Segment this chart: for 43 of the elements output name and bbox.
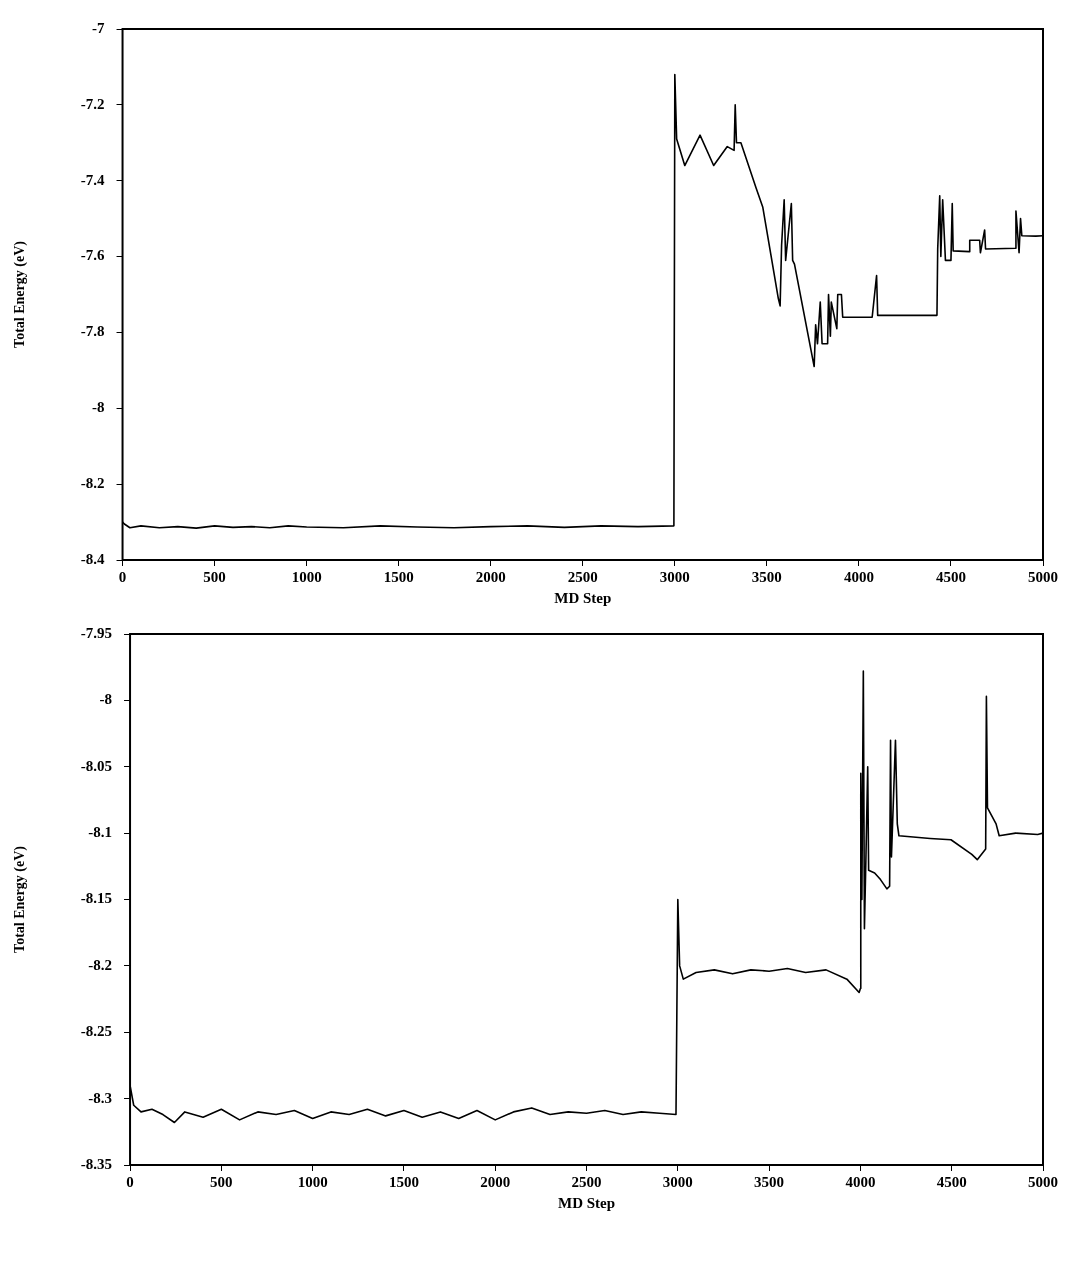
y-tick-label: -7.95 [80,624,113,641]
x-axis-title: MD Step [554,589,612,606]
x-tick-label: 5000 [1028,1173,1058,1190]
x-tick-label: 1000 [297,1173,328,1190]
y-tick-label: -8 [92,399,105,416]
x-tick-label: 4500 [935,568,966,585]
x-tick-label: 4500 [936,1173,967,1190]
y-tick-label: -7.2 [80,95,105,112]
y-tick-label: -8.35 [80,1155,113,1172]
y-axis-title: Total Energy (eV) [12,845,29,953]
x-tick-label: 0 [126,1173,134,1190]
x-tick-label: 3500 [751,568,782,585]
y-tick-label: -7.8 [80,323,105,340]
y-tick-label: -8.15 [80,890,113,907]
y-tick-label: -8.25 [80,1023,113,1040]
x-tick-label: 3000 [659,568,690,585]
x-tick-label: 4000 [843,568,874,585]
y-tick-label: -7.6 [80,247,106,264]
y-tick-label: -7.4 [80,171,106,188]
x-tick-label: 5000 [1028,568,1058,585]
y-tick-label: -7 [92,19,106,36]
x-tick-label: 4000 [845,1173,876,1190]
x-tick-label: 1500 [388,1173,419,1190]
y-tick-label: -8.4 [80,550,106,567]
y-tick-label: -8.3 [88,1089,113,1106]
x-tick-label: 500 [210,1173,233,1190]
x-tick-label: 3000 [662,1173,693,1190]
x-tick-label: 2000 [475,568,506,585]
x-tick-label: 2500 [571,1173,602,1190]
y-tick-label: -8.1 [88,824,113,840]
x-axis-title: MD Step [557,1194,616,1211]
x-tick-label: 1000 [291,568,322,585]
y-tick-label: -8.05 [80,757,113,774]
x-tick-label: 0 [118,568,127,585]
x-tick-label: 2000 [480,1173,511,1190]
x-tick-label: 2500 [567,568,598,585]
y-tick-label: -8.2 [88,956,113,973]
y-axis-title: Total Energy (eV) [12,240,29,348]
x-tick-label: 3500 [754,1173,785,1190]
x-tick-label: 500 [203,568,226,585]
x-tick-label: 1500 [383,568,414,585]
y-tick-label: -8 [99,691,113,708]
y-tick-label: -8.2 [80,475,105,492]
